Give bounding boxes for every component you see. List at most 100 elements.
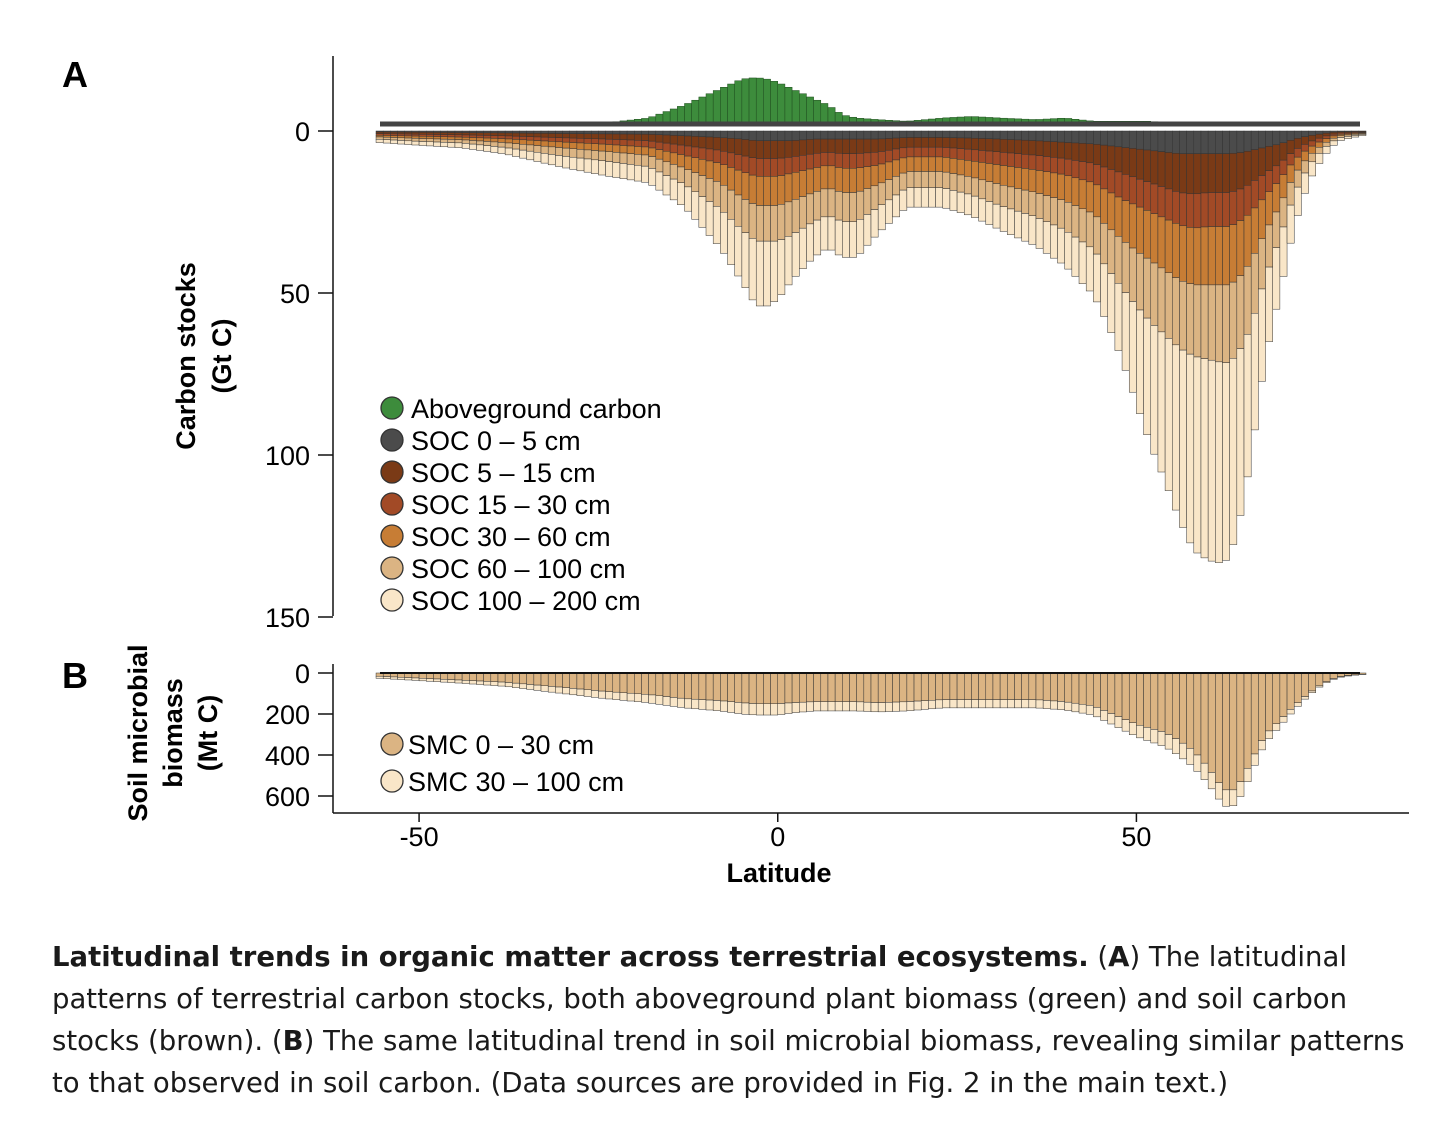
soc-bar-0-70: [877, 130, 886, 140]
soc-bar-3-91: [1028, 169, 1037, 192]
soc-bar-1-31: [598, 133, 606, 140]
soc-bar-4-49: [727, 189, 735, 220]
soc-bar-1-92: [1035, 140, 1044, 156]
soc-bar-1-126: [1279, 142, 1288, 161]
soc-bar-3-13: [469, 137, 477, 141]
soc-bar-5-49: [727, 219, 735, 265]
soc-bar-1-57: [784, 140, 793, 158]
soc-bar-3-11: [454, 136, 463, 140]
soc-bar-4-46: [705, 178, 714, 202]
soc-bar-4-22: [533, 145, 542, 153]
soc-bar-0-96: [1064, 130, 1073, 143]
soc-bar-0-132: [1322, 130, 1331, 134]
soc-bar-2-5: [411, 133, 420, 137]
soc-bar-4-34: [619, 152, 628, 164]
soc-bar-1-50: [734, 138, 743, 155]
soc-bar-3-14: [476, 137, 484, 142]
soc-bar-2-14: [476, 135, 484, 139]
smc-bar-1-15: [483, 681, 492, 686]
smc-bar-0-65: [842, 672, 850, 702]
soc-bar-0-118: [1222, 130, 1230, 154]
smc-bar-1-76: [920, 700, 929, 710]
soc-bar-1-111: [1172, 153, 1180, 192]
soc-bar-0-92: [1035, 130, 1044, 142]
smc-bar-0-52: [748, 672, 757, 704]
soc-bar-5-61: [813, 219, 822, 256]
soc-bar-2-15: [483, 135, 492, 139]
soc-bar-5-114: [1193, 356, 1202, 554]
soc-bar-3-83: [971, 161, 979, 179]
soc-bar-5-134: [1337, 137, 1345, 141]
soc-bar-3-133: [1329, 135, 1338, 139]
soc-bar-5-60: [806, 223, 814, 262]
soc-bar-5-1: [382, 139, 391, 144]
smc-bar-1-8: [433, 678, 441, 682]
soc-bar-0-53: [755, 130, 764, 141]
soc-bar-2-90: [1021, 154, 1030, 169]
smc-bar-1-118: [1222, 789, 1230, 807]
soc-bar-3-88: [1007, 166, 1015, 188]
soc-bar-3-96: [1064, 175, 1073, 203]
soc-bar-0-67: [856, 130, 865, 140]
soc-bar-1-102: [1107, 145, 1116, 170]
aboveground-bar-46: [705, 93, 714, 125]
caption-title: Latitudinal trends in organic matter acr…: [52, 941, 1089, 973]
soc-bar-3-15: [483, 137, 492, 142]
soc-bar-0-26: [562, 130, 570, 134]
smc-bar-1-106: [1136, 725, 1144, 739]
panel-a-ytick-label: 150: [265, 603, 310, 633]
caption-open: (: [1088, 941, 1109, 973]
soc-bar-5-127: [1286, 204, 1295, 244]
soc-bar-2-9: [440, 134, 449, 138]
soc-bar-3-42: [677, 154, 685, 168]
soc-bar-2-11: [454, 134, 463, 138]
soc-bar-0-54: [763, 130, 771, 141]
soc-bar-3-75: [913, 156, 922, 172]
soc-bar-0-34: [619, 130, 628, 135]
smc-bar-0-126: [1279, 672, 1288, 717]
smc-bar-0-31: [598, 672, 606, 692]
smc-bar-1-86: [992, 699, 1001, 709]
soc-bar-0-47: [712, 130, 721, 138]
soc-bar-5-65: [842, 221, 850, 258]
smc-bar-0-92: [1035, 672, 1044, 701]
soc-bar-3-126: [1279, 174, 1288, 199]
smc-bar-0-91: [1028, 672, 1037, 700]
soc-bar-4-31: [598, 150, 606, 161]
soc-bar-4-35: [626, 153, 635, 165]
soc-bar-5-57: [784, 236, 793, 286]
soc-bar-2-78: [935, 146, 943, 158]
soc-bar-4-36: [634, 154, 642, 166]
smc-bar-1-113: [1186, 748, 1195, 765]
soc-bar-3-43: [684, 155, 692, 170]
panel-a-ylabel-line1: Carbon stocks: [171, 262, 201, 450]
smc-bar-0-110: [1164, 672, 1173, 735]
smc-bar-1-30: [590, 690, 599, 698]
soc-bar-3-7: [426, 136, 434, 140]
soc-bar-1-69: [870, 138, 879, 153]
smc-bar-1-129: [1301, 696, 1309, 700]
smc-bar-0-113: [1186, 672, 1195, 749]
smc-bar-1-122: [1250, 753, 1259, 766]
smc-bar-1-10: [447, 679, 456, 683]
smc-bar-1-51: [741, 702, 750, 715]
soc-bar-2-19: [512, 135, 520, 140]
soc-bar-1-124: [1265, 146, 1273, 171]
soc-bar-1-56: [777, 140, 786, 159]
soc-bar-2-60: [806, 153, 814, 170]
soc-bar-3-97: [1071, 177, 1080, 206]
smc-bar-1-121: [1243, 768, 1252, 782]
soc-bar-0-21: [526, 130, 535, 134]
soc-bar-1-73: [899, 137, 908, 149]
soc-bar-5-31: [598, 160, 606, 176]
panel-b-ylabel-line2: biomass: [158, 678, 188, 788]
soc-bar-0-28: [576, 130, 585, 134]
soc-bar-3-119: [1229, 224, 1238, 283]
soc-bar-1-90: [1021, 139, 1030, 155]
soc-bar-5-0: [375, 139, 384, 143]
soc-bar-4-33: [612, 152, 621, 163]
soc-bar-5-47: [712, 206, 721, 244]
soc-bar-3-129: [1301, 150, 1309, 162]
soc-bar-3-81: [956, 159, 965, 176]
